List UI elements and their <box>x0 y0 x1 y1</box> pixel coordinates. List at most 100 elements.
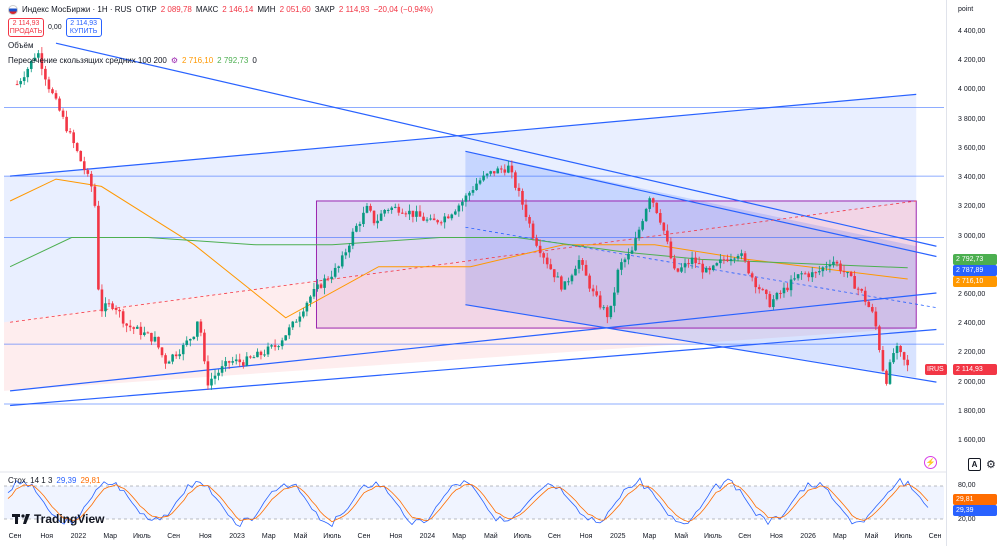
candle-body <box>333 267 337 277</box>
candle-body <box>620 262 623 270</box>
y-tick: 2 200,00 <box>958 349 986 357</box>
irus-tag: IRUS <box>925 364 947 375</box>
tv-logo-icon <box>12 514 30 524</box>
candle-body <box>736 255 740 259</box>
trend-line-1 <box>9 292 937 392</box>
candle-body <box>309 296 312 303</box>
candle-body <box>263 354 266 356</box>
candle-body <box>348 245 351 253</box>
candle-body <box>814 272 818 274</box>
candle-body <box>687 263 690 265</box>
candle-body <box>411 210 415 217</box>
candle-body <box>899 345 902 353</box>
stoch-d-line <box>7 482 929 523</box>
gear-icon[interactable]: ⚙ <box>986 459 996 471</box>
candle-body <box>79 150 83 162</box>
candle-body <box>376 220 379 224</box>
candle-body <box>256 351 259 358</box>
lightning-icon[interactable]: ⚡ <box>924 456 937 469</box>
candle-body <box>464 195 468 202</box>
candle-body <box>252 357 256 359</box>
candle-body <box>542 253 545 258</box>
candle-body <box>26 68 30 78</box>
candle-body <box>457 205 461 212</box>
candle-body <box>432 218 436 221</box>
candle-body <box>316 284 319 290</box>
candle-body <box>598 295 602 308</box>
candle-body <box>545 257 549 265</box>
auto-scale-button[interactable]: A <box>968 458 981 471</box>
candle-body <box>118 309 121 312</box>
candle-body <box>630 250 634 254</box>
descending-channel-fill <box>465 151 917 378</box>
symbol-title[interactable]: Индекс МосБиржи · 1H · RUS <box>22 5 132 14</box>
candle-body <box>61 110 65 117</box>
stoch-label: Стох. 14 1 3 <box>8 476 53 485</box>
buy-label: КУПИТЬ <box>69 28 98 35</box>
price-tag-3: 2 114,93 <box>953 364 997 375</box>
ma-fast-value: 2 716,10 <box>182 56 214 65</box>
x-tick: Июль <box>323 533 342 540</box>
sell-button[interactable]: 2 114,93 ПРОДАТЬ <box>8 18 44 37</box>
candle-body <box>439 222 443 224</box>
price-chart[interactable] <box>0 0 946 546</box>
volume-indicator-label[interactable]: Объём <box>8 41 34 50</box>
candle-body <box>436 220 439 223</box>
x-tick: 2026 <box>800 533 816 540</box>
candle-body <box>425 219 429 221</box>
buy-button[interactable]: 2 114,93 КУПИТЬ <box>65 18 102 37</box>
candle-body <box>143 332 146 335</box>
candle-body <box>97 205 100 290</box>
candle-body <box>287 327 291 336</box>
price-axis[interactable] <box>946 0 1000 546</box>
x-tick: Май <box>864 533 879 540</box>
x-tick: Мар <box>452 533 466 540</box>
candle-body <box>567 281 570 283</box>
candle-body <box>726 259 729 262</box>
candle-body <box>552 269 556 278</box>
tradingview-logo[interactable]: TradingView <box>12 512 104 526</box>
candle-body <box>683 263 687 268</box>
price-tag-1: 2 787,89 <box>953 265 997 276</box>
candle-body <box>761 289 765 291</box>
candle-body <box>835 261 839 264</box>
candle-body <box>591 288 595 292</box>
candle-body <box>860 288 864 291</box>
candle-body <box>757 287 761 290</box>
ma-200-line <box>9 237 908 269</box>
candle-body <box>613 292 616 306</box>
candle-body <box>750 273 754 278</box>
candle-body <box>810 272 814 278</box>
y-tick: 2 000,00 <box>958 378 986 386</box>
candle-body <box>807 273 811 278</box>
stoch-tick-20: 20,00 <box>958 516 976 523</box>
candle-body <box>355 225 358 232</box>
candle-body <box>832 261 835 265</box>
trend-line-2 <box>10 328 937 407</box>
axis-unit-label: point <box>958 6 974 13</box>
candle-body <box>383 210 386 214</box>
ma-cross-legend[interactable]: Пересечение скользящих средних 100 200 ⚙… <box>8 55 433 67</box>
candle-body <box>888 362 892 384</box>
candle-body <box>768 293 772 308</box>
candle-body <box>549 264 553 270</box>
y-tick: 1 800,00 <box>958 407 986 415</box>
candle-body <box>740 253 743 256</box>
candle-body <box>125 323 128 326</box>
y-tick: 2 400,00 <box>958 320 986 328</box>
candle-body <box>849 272 853 276</box>
candle-body <box>40 53 44 69</box>
candle-body <box>132 327 136 329</box>
russia-flag-icon <box>8 5 18 15</box>
candle-body <box>754 277 757 288</box>
chart-legend: Индекс МосБиржи · 1H · RUS ОТКР 2 089,78 … <box>8 4 433 67</box>
spread-value: 0,00 <box>48 23 62 31</box>
candle-body <box>782 287 786 294</box>
candle-body <box>422 216 425 221</box>
stoch-legend[interactable]: Стох. 14 1 3 29,39 29,81 <box>8 476 100 485</box>
candle-body <box>245 356 249 366</box>
candle-body <box>114 307 118 310</box>
candle-body <box>666 230 669 242</box>
indicator-settings-icon[interactable]: ⚙ <box>170 56 179 65</box>
